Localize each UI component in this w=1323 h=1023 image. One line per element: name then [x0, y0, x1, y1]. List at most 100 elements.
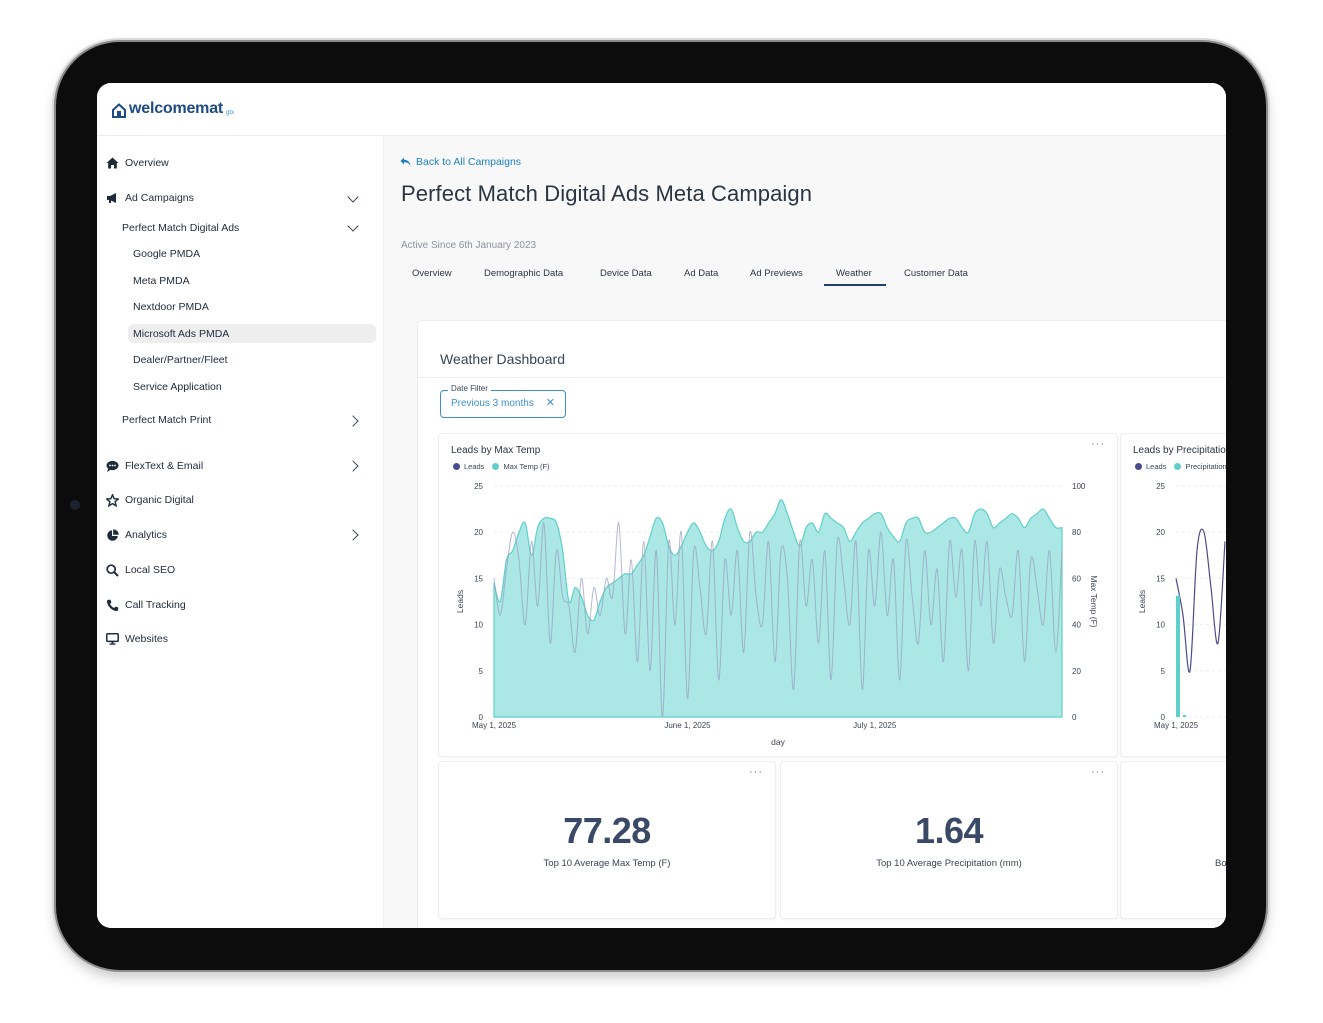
tab-device-data[interactable]: Device Data — [600, 268, 652, 279]
y-tick-label: 25 — [474, 482, 483, 491]
sidebar-item-label: Analytics — [125, 529, 168, 541]
top-bar: welcomemat gtx — [97, 83, 1226, 136]
kpi-card-precipitation: ··· 1.64 Top 10 Average Precipitation (m… — [780, 761, 1118, 919]
more-options-icon[interactable]: ··· — [749, 766, 763, 778]
search-icon — [105, 563, 119, 577]
tab-ad-previews[interactable]: Ad Previews — [750, 268, 803, 279]
tab-customer-data[interactable]: Customer Data — [904, 268, 968, 279]
precipitation-bar — [1183, 715, 1186, 717]
y2-tick-label: 40 — [1072, 621, 1081, 630]
house-icon — [112, 103, 126, 118]
y-tick-label: 0 — [479, 713, 484, 722]
logo-text: welcomemat — [129, 100, 224, 117]
back-arrow-icon — [400, 157, 411, 166]
sidebar-item-organic-digital[interactable]: Organic Digital — [105, 493, 194, 507]
back-link[interactable]: Back to All Campaigns — [400, 156, 521, 168]
sidebar-item-pmda[interactable]: Perfect Match Digital Ads — [122, 220, 375, 234]
x-tick-label: July 1, 2025 — [853, 721, 897, 730]
main-content: Back to All Campaigns Perfect Match Digi… — [384, 136, 1226, 928]
leads-by-precipitation-panel: Leads by Precipitation Leads Precipitati… — [1120, 433, 1226, 757]
sidebar-item-ad-campaigns[interactable]: Ad Campaigns — [105, 191, 375, 205]
clear-filter-icon[interactable]: ✕ — [545, 397, 555, 409]
sidebar-item-label: FlexText & Email — [125, 460, 204, 472]
back-link-label: Back to All Campaigns — [416, 156, 522, 168]
chart-legend: Leads Precipitation — [1135, 462, 1226, 471]
page-title: Perfect Match Digital Ads Meta Campaign — [401, 181, 813, 206]
y-tick-label: 25 — [1156, 482, 1165, 491]
chart-legend: Leads Max Temp (F) — [453, 462, 550, 471]
pie-chart-icon — [105, 528, 119, 542]
chart-title: Leads by Max Temp — [451, 445, 541, 456]
sidebar-item-label: Websites — [125, 633, 168, 645]
legend-label-precipitation[interactable]: Precipitation — [1185, 462, 1226, 471]
y-tick-label: 5 — [479, 667, 484, 676]
tab-weather[interactable]: Weather — [836, 268, 872, 279]
kpi-label: Bo — [1215, 858, 1226, 869]
sidebar-item-service-application[interactable]: Service Application — [133, 381, 222, 393]
kpi-label: Top 10 Average Precipitation (mm) — [876, 858, 1022, 869]
sidebar-item-nextdoor-pmda[interactable]: Nextdoor PMDA — [133, 301, 209, 313]
sidebar-item-label: Organic Digital — [125, 494, 194, 506]
divider — [418, 377, 1226, 378]
tab-overview[interactable]: Overview — [412, 268, 452, 279]
sidebar-item-flextext[interactable]: FlexText & Email — [105, 459, 375, 473]
y2-tick-label: 0 — [1072, 713, 1077, 722]
chart-title: Leads by Precipitation — [1133, 445, 1226, 456]
y-tick-label: 15 — [1156, 574, 1165, 583]
legend-swatch-leads — [453, 463, 460, 470]
sidebar-item-google-pmda[interactable]: Google PMDA — [133, 248, 201, 260]
y-tick-label: 15 — [474, 574, 483, 583]
more-options-icon[interactable]: ··· — [1091, 766, 1105, 778]
sidebar: Overview Ad Campaigns Perfect Match Digi… — [97, 136, 384, 928]
sidebar-item-label: Call Tracking — [125, 599, 186, 611]
legend-label-leads[interactable]: Leads — [464, 462, 485, 471]
y2-tick-label: 100 — [1072, 482, 1086, 491]
kpi-card-max-temp: ··· 77.28 Top 10 Average Max Temp (F) — [438, 761, 776, 919]
series-leads-line — [1175, 528, 1226, 673]
sidebar-item-websites[interactable]: Websites — [105, 632, 168, 646]
sidebar-item-dealer-partner[interactable]: Dealer/Partner/Fleet — [133, 354, 228, 366]
sidebar-item-meta-pmda[interactable]: Meta PMDA — [133, 275, 190, 287]
y-tick-label: 20 — [1156, 528, 1165, 537]
y2-tick-label: 20 — [1072, 667, 1081, 676]
chevron-right-icon — [347, 460, 359, 472]
tab-demographic-data[interactable]: Demographic Data — [484, 268, 564, 279]
sidebar-item-label: Local SEO — [125, 564, 176, 576]
active-item-highlight — [128, 324, 376, 343]
y-tick-label: 10 — [474, 621, 483, 630]
y-axis-title-left: Leads — [455, 590, 465, 613]
camera-dot — [70, 500, 80, 510]
logo-sub: gtx — [226, 110, 235, 116]
leads-by-max-temp-panel: Leads by Max Temp ··· Leads Max Temp (F)… — [438, 433, 1118, 757]
sidebar-item-local-seo[interactable]: Local SEO — [105, 563, 175, 577]
legend-label-leads[interactable]: Leads — [1146, 462, 1167, 471]
y2-tick-label: 80 — [1072, 528, 1081, 537]
active-tab-indicator — [824, 284, 886, 286]
legend-label-max-temp[interactable]: Max Temp (F) — [503, 462, 550, 471]
sidebar-item-label: Perfect Match Print — [122, 414, 212, 426]
sidebar-item-microsoft-pmda[interactable]: Microsoft Ads PMDA — [133, 328, 230, 340]
sidebar-item-analytics[interactable]: Analytics — [105, 528, 375, 542]
sidebar-item-pm-print[interactable]: Perfect Match Print — [122, 414, 375, 427]
y2-tick-label: 60 — [1072, 574, 1081, 583]
sidebar-item-overview[interactable]: Overview — [105, 156, 169, 170]
logo[interactable]: welcomemat gtx — [112, 100, 234, 118]
sidebar-item-label: Overview — [125, 157, 169, 169]
y-axis-title-right: Max Temp (F) — [1089, 575, 1099, 627]
sidebar-item-label: Perfect Match Digital Ads — [122, 222, 240, 234]
phone-icon — [105, 598, 119, 612]
sidebar-item-call-tracking[interactable]: Call Tracking — [105, 598, 186, 612]
tab-ad-data[interactable]: Ad Data — [684, 268, 719, 279]
x-tick-label: May 1, 2025 — [1154, 721, 1199, 730]
date-filter[interactable]: Date Filter Previous 3 months ✕ — [440, 384, 566, 418]
x-axis-title: day — [771, 737, 785, 747]
kpi-value: 1.64 — [914, 810, 984, 851]
more-options-icon[interactable]: ··· — [1091, 438, 1105, 450]
kpi-card-third: Bo — [1120, 761, 1226, 919]
legend-swatch-leads — [1135, 463, 1142, 470]
kpi-label: Top 10 Average Max Temp (F) — [543, 858, 671, 869]
legend-swatch-max-temp — [492, 463, 500, 470]
monitor-icon — [105, 632, 119, 646]
